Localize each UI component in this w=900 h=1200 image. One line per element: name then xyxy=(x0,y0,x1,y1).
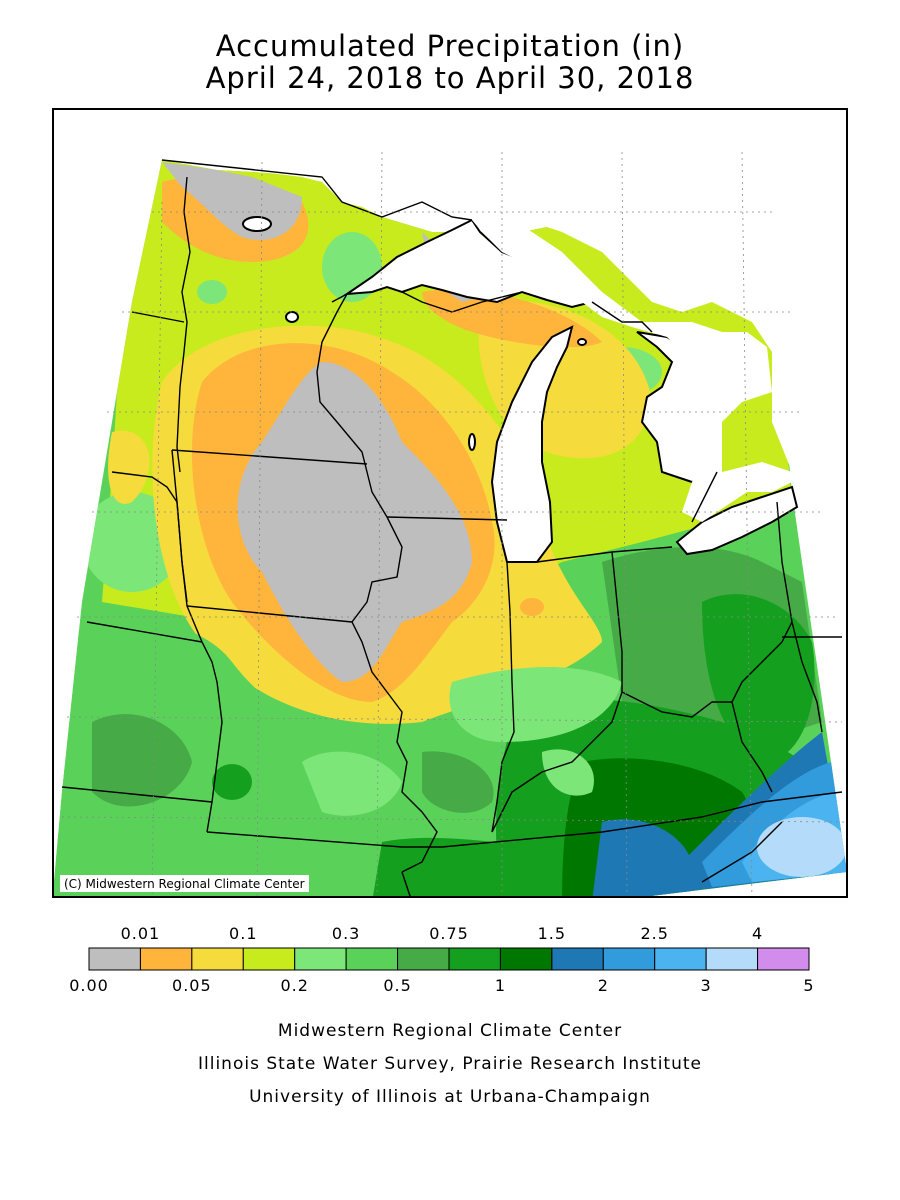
legend-swatch xyxy=(654,947,707,971)
legend-swatch xyxy=(397,947,450,971)
legend-top-label: 0.3 xyxy=(331,924,361,943)
footer-university: University of Illinois at Urbana-Champai… xyxy=(249,1087,651,1107)
legend-bottom-label: 0.2 xyxy=(280,976,309,995)
legend-swatch xyxy=(602,947,656,971)
legend-swatch xyxy=(499,947,553,971)
map-date-range: April 24, 2018 to April 30, 2018 xyxy=(205,61,695,95)
legend-top-label: 0.75 xyxy=(429,924,469,943)
map-title: Accumulated Precipitation (in) xyxy=(215,29,685,63)
legend-bar xyxy=(88,947,810,971)
legend-bottom-label: 0.5 xyxy=(383,976,412,995)
legend-bottom-label: 0.00 xyxy=(69,976,109,995)
footer-survey: Illinois State Water Survey, Prairie Res… xyxy=(198,1054,702,1074)
legend-bottom-label: 5 xyxy=(803,976,815,995)
legend-top-label: 0.01 xyxy=(120,924,161,943)
legend-swatch xyxy=(345,947,399,971)
legend-swatch xyxy=(448,947,501,971)
legend-swatch xyxy=(705,947,759,971)
map-canvas xyxy=(54,112,846,896)
legend-top-label: 1.5 xyxy=(537,924,567,943)
legend-swatch xyxy=(757,947,810,971)
legend-swatch xyxy=(191,947,244,971)
map-copyright: (C) Midwestern Regional Climate Center xyxy=(60,875,309,892)
legend-swatch xyxy=(294,947,347,971)
legend-bottom-label: 3 xyxy=(700,976,712,995)
legend-top-label: 0.1 xyxy=(229,924,258,943)
precipitation-map: (C) Midwestern Regional Climate Center xyxy=(52,108,848,898)
color-legend: 0.01 0.1 0.3 0.75 1.5 2.5 4 0.00 0.05 0.2 0.5 1 2 3 5 xyxy=(0,920,900,1000)
legend-swatch xyxy=(551,947,604,971)
legend-swatch xyxy=(139,947,193,971)
footer-org: Midwestern Regional Climate Center xyxy=(277,1021,623,1041)
legend-swatch xyxy=(242,947,296,971)
legend-bottom-label: 2 xyxy=(597,976,609,995)
legend-top-label: 2.5 xyxy=(640,924,669,943)
legend-swatch xyxy=(88,947,141,971)
legend-top-label: 4 xyxy=(751,924,764,943)
legend-bottom-label: 1 xyxy=(494,976,507,995)
legend-bottom-label: 0.05 xyxy=(172,976,212,995)
